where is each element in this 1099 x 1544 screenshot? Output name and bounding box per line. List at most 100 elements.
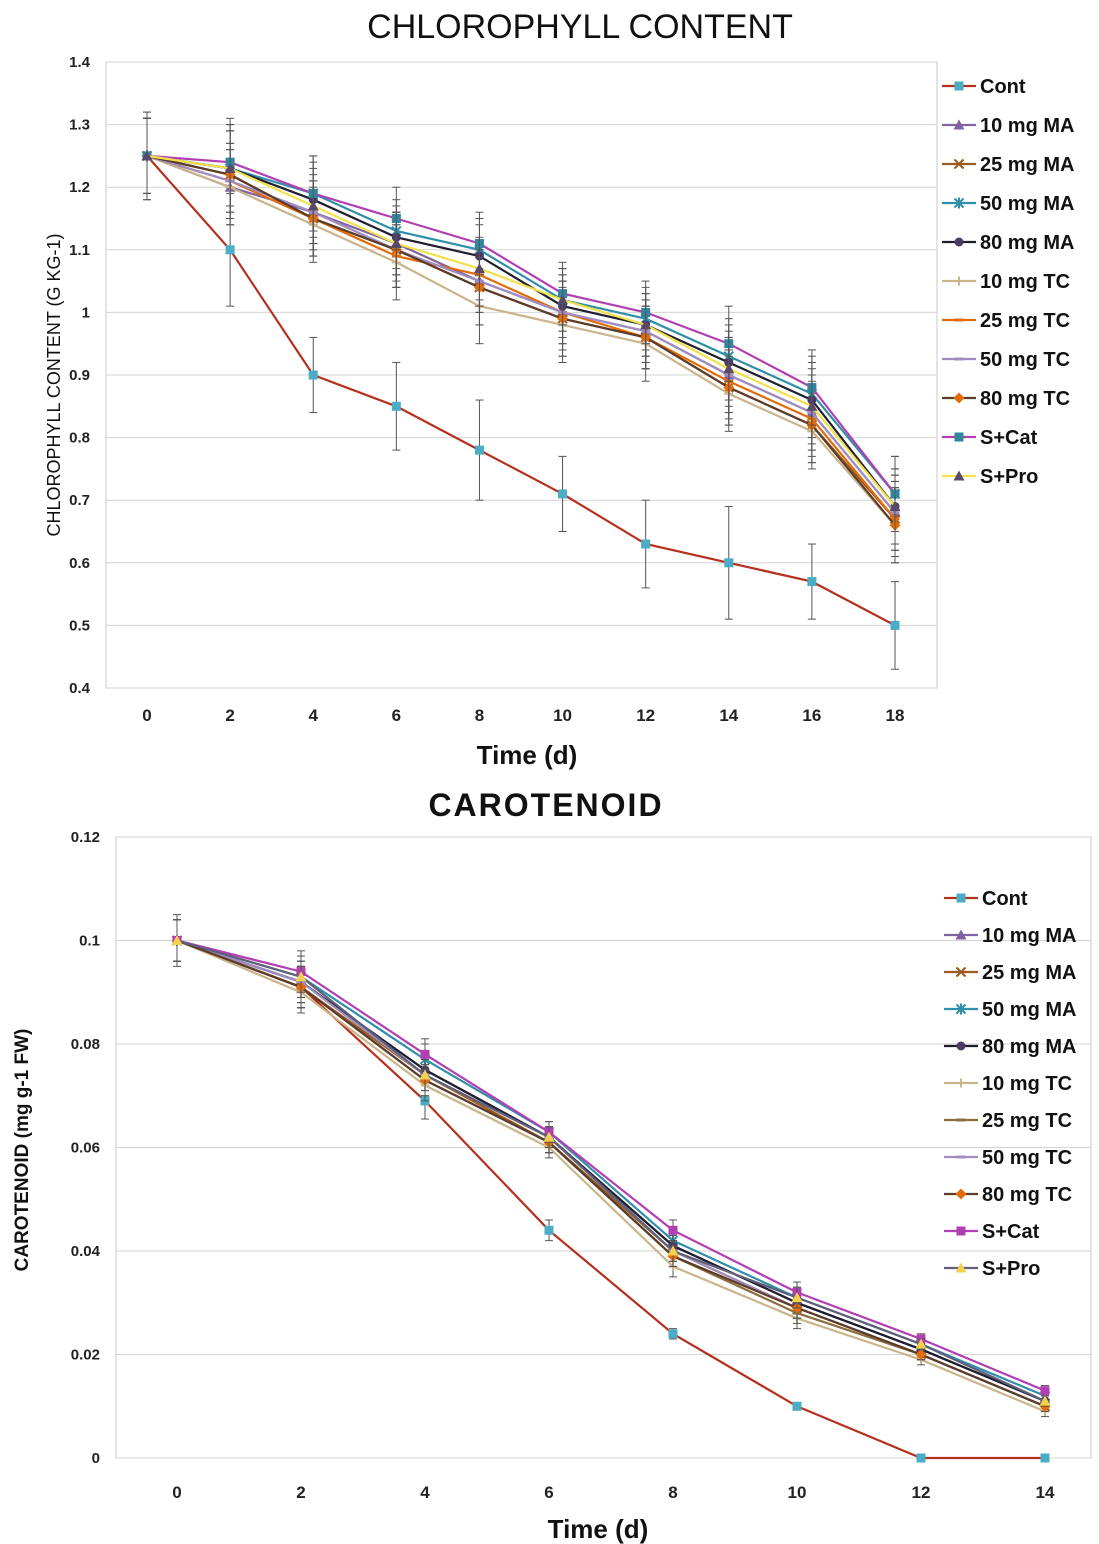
data-point [390, 238, 402, 249]
data-point [295, 971, 307, 982]
legend-marker [953, 119, 965, 130]
y-tick-label: 0.5 [69, 617, 90, 634]
series-line [146, 154, 896, 520]
legend-entry: 80 mg MA [942, 232, 1074, 254]
data-point [807, 577, 817, 587]
data-point [557, 294, 569, 305]
data-point [667, 1245, 679, 1256]
series-line [176, 939, 1046, 1397]
y-tick-label: 1.3 [69, 117, 90, 134]
data-point [640, 319, 652, 330]
y-axis-label: CAROTENOID (mg g-1 FW) [12, 1029, 33, 1272]
x-tick-label: 8 [475, 706, 484, 725]
y-tick-label: 0.6 [69, 555, 90, 572]
x-tick-label: 8 [668, 1483, 677, 1502]
series-line [176, 939, 1046, 1413]
x-tick-label: 0 [172, 1483, 181, 1502]
data-point [419, 1069, 431, 1080]
y-tick-label: 0.02 [71, 1347, 100, 1364]
x-tick-label: 4 [420, 1483, 430, 1502]
legend-label: 80 mg MA [980, 232, 1074, 254]
y-tick-label: 0.4 [69, 680, 91, 697]
y-tick-label: 0.06 [71, 1140, 100, 1157]
y-tick-label: 0.1 [79, 933, 100, 950]
legend-marker [954, 81, 964, 91]
y-axis-label-group: CAROTENOID (mg g-1 FW) [12, 1029, 33, 1272]
series-line [146, 154, 896, 514]
legend-entry: 25 mg TC [944, 1110, 1072, 1132]
legend-marker [953, 158, 965, 170]
legend-entry: 10 mg MA [942, 115, 1074, 137]
legend-marker [955, 1188, 967, 1200]
legend-marker [956, 1041, 966, 1051]
x-axis-label: Time (d) [548, 1514, 649, 1544]
x-tick-label: 14 [719, 706, 738, 725]
data-point [791, 1292, 803, 1303]
legend-entry: 50 mg MA [944, 999, 1076, 1021]
series-s-pro [171, 919, 1051, 1407]
y-tick-label: 1.2 [69, 179, 90, 196]
series-line [146, 154, 896, 520]
x-tick-label: 16 [802, 706, 821, 725]
series-25-mg-ma [141, 117, 901, 558]
x-tick-label: 10 [553, 706, 572, 725]
legend-entry: S+Cat [942, 427, 1038, 449]
x-tick-label: 18 [886, 706, 905, 725]
series-line [146, 154, 896, 526]
legend-label: 50 mg MA [980, 193, 1074, 215]
data-point [915, 1349, 927, 1360]
legend-entry: 25 mg TC [942, 310, 1070, 332]
series-80-mg-ma [142, 117, 900, 545]
data-point [558, 489, 568, 499]
legend-label: 80 mg TC [982, 1184, 1072, 1206]
legend-label: 25 mg TC [980, 310, 1070, 332]
data-point [916, 1453, 926, 1463]
data-point [1040, 1453, 1050, 1463]
series-line [176, 939, 1045, 1460]
legend-label: 50 mg MA [982, 999, 1076, 1021]
data-point [792, 1401, 802, 1411]
chlorophyll-chart: CHLOROPHYLL CONTENT CHLOROPHYLL CONTENT … [44, 8, 1074, 770]
legend-entry: 25 mg MA [942, 154, 1074, 176]
series-line [146, 154, 896, 508]
series-cont [172, 914, 1050, 1463]
y-tick-label: 0.8 [69, 430, 90, 447]
series-line [146, 154, 896, 526]
series-line [176, 939, 1046, 1392]
data-point [307, 200, 319, 211]
y-axis-label: CHLOROPHYLL CONTENT (G KG-1) [44, 233, 64, 536]
legend-label: S+Cat [982, 1221, 1040, 1243]
data-point [543, 1131, 555, 1142]
legend-marker [954, 276, 964, 286]
y-tick-label: 0.7 [69, 492, 90, 509]
x-tick-label: 12 [636, 706, 655, 725]
legend-entry: S+Cat [944, 1221, 1040, 1243]
x-axis-label: Time (d) [477, 740, 578, 770]
data-point [224, 162, 236, 173]
data-point [724, 558, 734, 568]
series-line [176, 939, 1046, 1403]
legend-label: 80 mg TC [980, 388, 1070, 410]
x-tick-label: 10 [788, 1483, 807, 1502]
series-line [146, 154, 896, 508]
data-point [473, 263, 485, 274]
legend-entry: 10 mg MA [944, 925, 1076, 947]
legend-label: S+Pro [982, 1258, 1040, 1280]
data-point [225, 245, 235, 255]
series-80-mg-tc [141, 117, 901, 564]
legend-entry: S+Pro [942, 466, 1038, 488]
legend-entry: S+Pro [944, 1258, 1040, 1280]
series-10-mg-ma [141, 117, 901, 551]
legend-label: 10 mg TC [980, 271, 1070, 293]
legend-label: 25 mg MA [982, 962, 1076, 984]
series-line [146, 155, 896, 627]
data-point [641, 539, 651, 549]
legend-entry: 25 mg MA [944, 962, 1076, 984]
y-tick-label: 1.4 [69, 54, 91, 71]
legend-marker [955, 966, 967, 978]
data-point [668, 1329, 678, 1339]
y-tick-label: 0.12 [71, 829, 100, 846]
legend-entry: 80 mg MA [944, 1036, 1076, 1058]
legend-marker [954, 237, 964, 247]
legend-label: Cont [980, 76, 1026, 98]
